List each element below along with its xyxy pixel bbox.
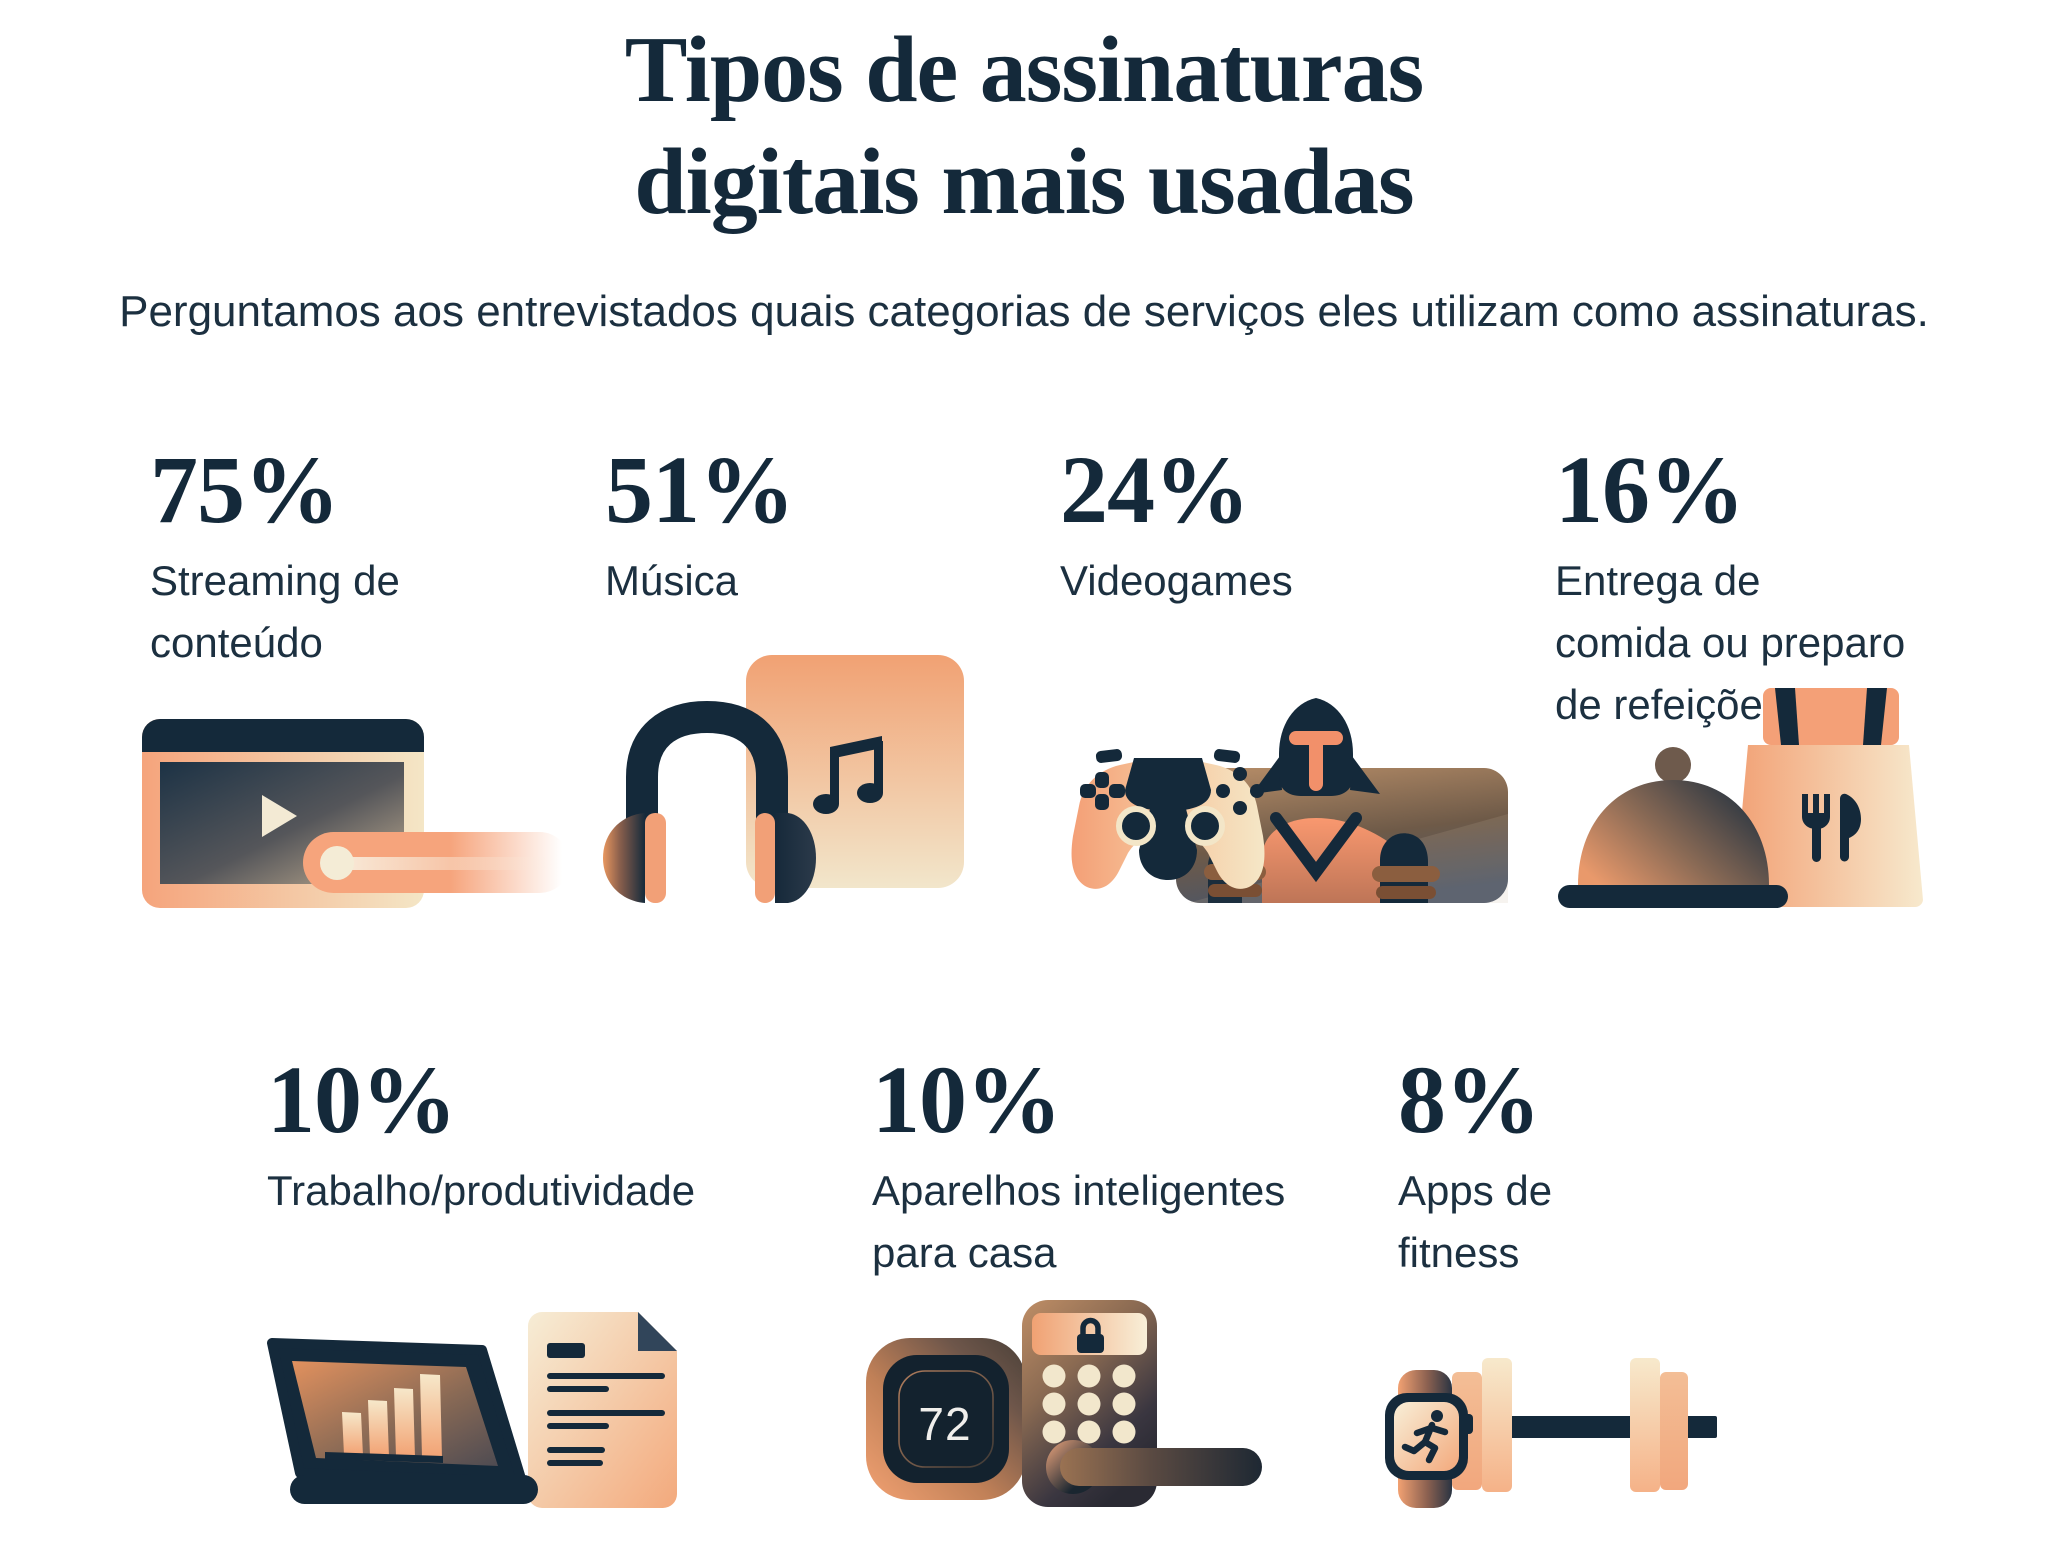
- bag-handle-right: [1863, 688, 1887, 745]
- bag-icon: [1734, 688, 1923, 908]
- dumbbell-plate: [1660, 1372, 1688, 1490]
- dumbbell-plate: [1482, 1358, 1512, 1492]
- bag-handle-left: [1775, 688, 1799, 745]
- stat-label: Entrega de comida ou preparo de refeiçõe…: [1555, 557, 1906, 728]
- bar-chart-icon: [342, 1374, 442, 1459]
- thermostat-dial-line: [898, 1370, 994, 1468]
- stat-value: 51%: [605, 436, 795, 543]
- title-line-2: digitais mais usadas: [634, 130, 1414, 234]
- stat-label: Apps de fitness: [1398, 1167, 1553, 1276]
- door-handle: [1060, 1448, 1262, 1486]
- stat-fitness: 8% Apps de fitness: [1398, 1046, 1598, 1284]
- earpad-left: [645, 813, 666, 903]
- laptop-base: [290, 1475, 538, 1504]
- stat-value: 16%: [1555, 436, 1745, 543]
- cloche-dome: [1578, 780, 1769, 885]
- earpad-right: [755, 813, 775, 903]
- controller-buttons: [1216, 767, 1264, 815]
- page-title: Tipos de assinaturas digitais mais usada…: [0, 14, 2048, 238]
- laptop-document-icon: [266, 1306, 686, 1518]
- stat-streaming: 75% Streaming de conteúdo: [150, 436, 470, 674]
- chart-baseline: [325, 1452, 443, 1463]
- controller-dpad: [1080, 772, 1125, 810]
- title-line-1: Tipos de assinaturas: [624, 18, 1424, 122]
- padlock-icon: [1080, 1317, 1101, 1335]
- subtitle: Perguntamos aos entrevistados quais cate…: [119, 287, 1929, 336]
- stat-value: 8%: [1398, 1046, 1541, 1153]
- stat-label: Streaming de conteúdo: [150, 557, 400, 666]
- stat-value: 10%: [872, 1046, 1062, 1153]
- smartwatch-icon: [1385, 1370, 1473, 1508]
- controller-touchpad: [1125, 758, 1211, 811]
- cloche-knob: [1655, 747, 1691, 783]
- dumbbell-plate: [1630, 1358, 1660, 1492]
- stat-comida: 16% Entrega de comida ou preparo de refe…: [1555, 436, 1907, 736]
- cloche-icon: [1558, 747, 1788, 908]
- controller-stick-right: [1185, 806, 1225, 846]
- thermostat-screen: [883, 1355, 1009, 1483]
- video-player-icon: [140, 714, 570, 914]
- earcup-left: [603, 813, 645, 903]
- stat-label: Aparelhos inteligentes para casa: [872, 1167, 1286, 1276]
- fitness-icon: [1382, 1352, 1737, 1512]
- document: [528, 1312, 677, 1508]
- play-icon: [262, 795, 297, 837]
- stat-casa-inteligente: 10% Aparelhos inteligentes para casa: [872, 1046, 1342, 1284]
- headband: [626, 700, 788, 827]
- game-controller-icon: [1058, 694, 1508, 906]
- cloche-tray: [1558, 885, 1788, 908]
- controller: [1071, 749, 1265, 889]
- thermostat-reading: 72: [918, 1398, 971, 1450]
- stat-label: Música: [605, 557, 739, 604]
- lock-keypad: [1042, 1364, 1136, 1444]
- laptop: [267, 1338, 538, 1504]
- bag-body: [1734, 745, 1923, 908]
- earcup-right: [775, 813, 816, 903]
- runner-icon: [1401, 1410, 1449, 1464]
- music-note-icon: [813, 736, 883, 814]
- stat-musica: 51% Música: [605, 436, 945, 612]
- stat-value: 24%: [1060, 436, 1250, 543]
- document-text-lines: [547, 1343, 665, 1466]
- player-top-bar: [142, 719, 424, 752]
- smart-lock-icon: [1022, 1300, 1262, 1507]
- progress-track: [337, 857, 570, 870]
- stat-label: Videogames: [1060, 557, 1293, 604]
- fork-knife-icon: [1802, 793, 1861, 862]
- smart-home-icon: 72: [862, 1296, 1266, 1512]
- progress-knob: [320, 846, 354, 880]
- controller-stick-left: [1116, 806, 1156, 846]
- stat-value: 10%: [267, 1046, 457, 1153]
- document-fold: [638, 1312, 677, 1351]
- food-delivery-icon: [1556, 684, 1936, 910]
- stat-videogames: 24% Videogames: [1060, 436, 1460, 612]
- thermostat-icon: 72: [866, 1338, 1026, 1500]
- stat-value: 75%: [150, 436, 340, 543]
- dumbbell-icon: [1452, 1358, 1717, 1492]
- headphones-icon: [598, 652, 968, 916]
- stat-trabalho: 10% Trabalho/produtividade: [267, 1046, 787, 1222]
- stat-label: Trabalho/produtividade: [267, 1167, 696, 1214]
